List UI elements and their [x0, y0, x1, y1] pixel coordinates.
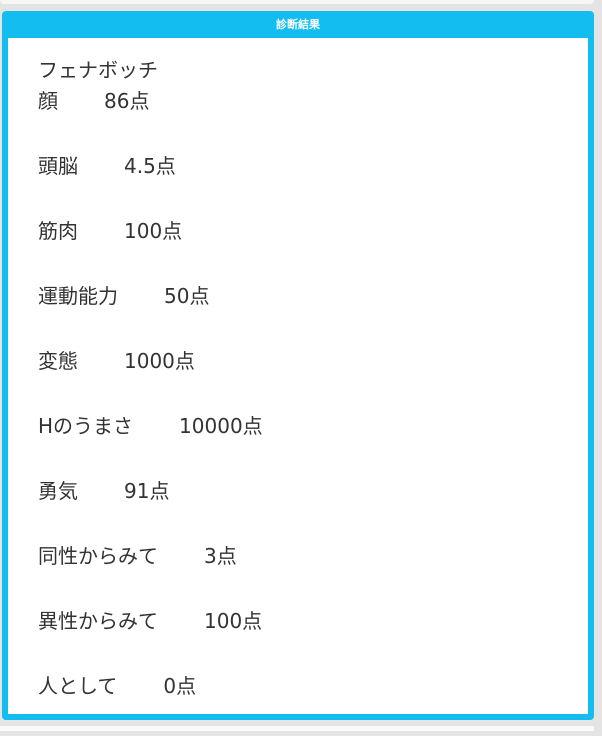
result-row: 変態 1000点 — [38, 346, 588, 411]
result-row: Hのうまさ 10000点 — [38, 411, 588, 476]
result-row: 人として 0点 — [38, 671, 588, 736]
result-value: 91点 — [124, 479, 170, 503]
result-row: 顔 86点 — [38, 86, 588, 151]
result-content: フェナボッチ 顔 86点 頭脳 4.5点 筋肉 100点 運動能力 50点 変態 1000点 Hのう… — [8, 38, 588, 714]
result-label: Hのうまさ — [38, 414, 134, 438]
result-row: 同性からみて 3点 — [38, 541, 588, 606]
result-value: 3点 — [204, 544, 237, 568]
result-value: 100点 — [204, 609, 263, 633]
result-row: 運動能力 50点 — [38, 281, 588, 346]
result-name: フェナボッチ — [38, 58, 158, 82]
result-row: 筋肉 100点 — [38, 216, 588, 281]
result-label: 顔 — [38, 89, 58, 113]
result-panel: 診断結果 フェナボッチ 顔 86点 頭脳 4.5点 筋肉 100点 運動能力 50点 変態 100… — [2, 11, 594, 720]
result-row: 勇気 91点 — [38, 476, 588, 541]
result-label: 運動能力 — [38, 284, 118, 308]
result-value: 4.5点 — [124, 154, 176, 178]
result-label: 変態 — [38, 349, 78, 373]
bottom-bar — [0, 726, 594, 731]
result-label: 異性からみて — [38, 609, 158, 633]
result-value: 100点 — [124, 219, 183, 243]
result-value: 50点 — [164, 284, 210, 308]
result-value: 1000点 — [124, 349, 195, 373]
result-label: 頭脳 — [38, 154, 78, 178]
result-row: 異性からみて 100点 — [38, 606, 588, 671]
panel-title: 診断結果 — [276, 18, 320, 31]
result-label: 同性からみて — [38, 544, 158, 568]
result-row: 頭脳 4.5点 — [38, 151, 588, 216]
result-label: 人として — [38, 674, 118, 698]
result-label: 勇気 — [38, 479, 78, 503]
top-bar — [0, 0, 594, 4]
result-value: 10000点 — [179, 414, 263, 438]
result-value: 86点 — [104, 89, 150, 113]
result-label: 筋肉 — [38, 219, 78, 243]
result-value: 0点 — [163, 674, 197, 698]
